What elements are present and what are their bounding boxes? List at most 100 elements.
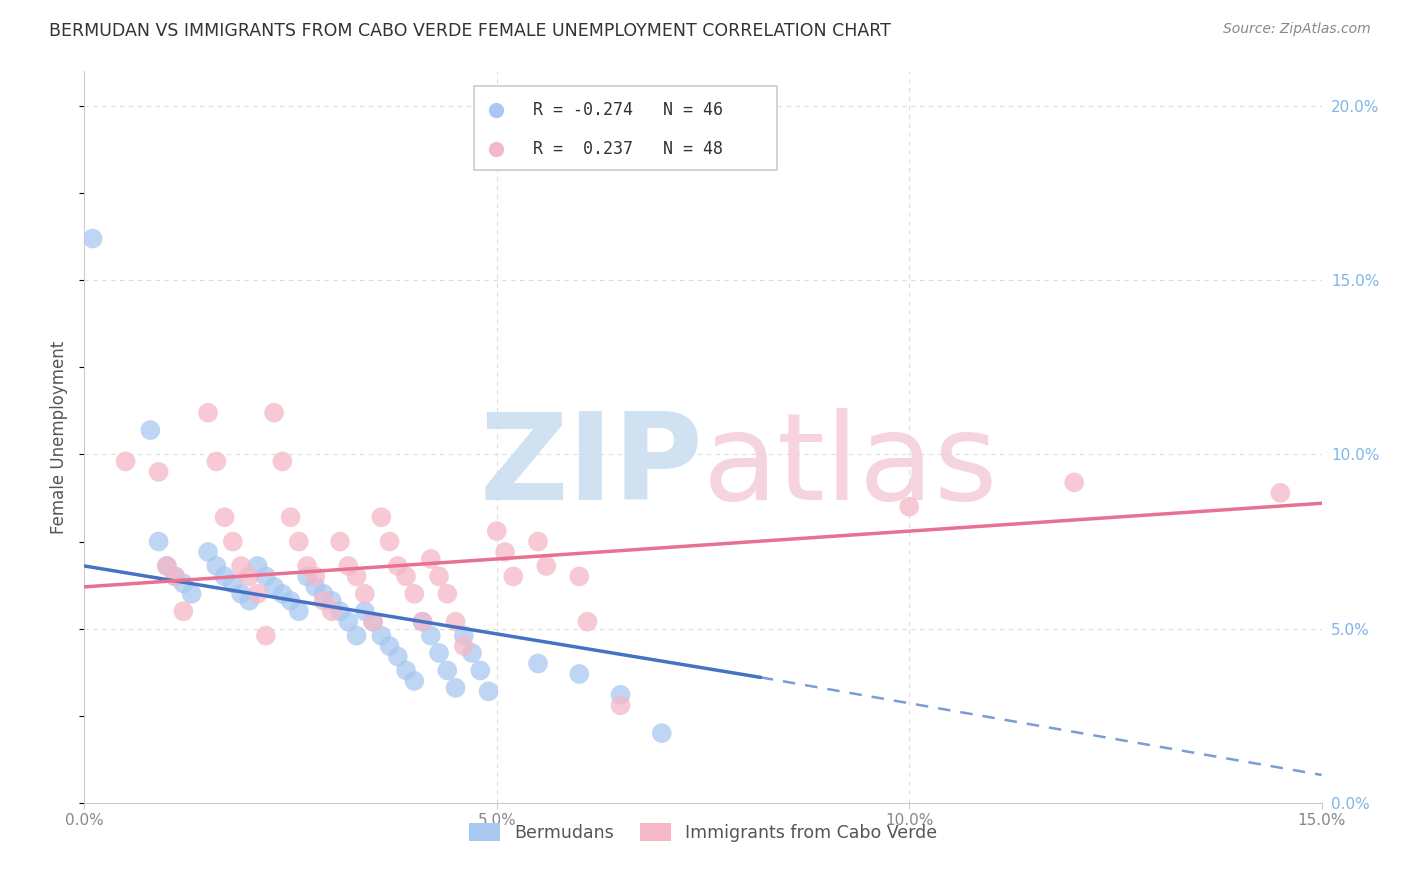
- Point: [148, 465, 170, 479]
- Point: [312, 594, 335, 608]
- Point: [172, 576, 194, 591]
- Point: [568, 667, 591, 681]
- Point: [378, 639, 401, 653]
- Text: R =  0.237   N = 48: R = 0.237 N = 48: [533, 140, 724, 158]
- Point: [387, 649, 409, 664]
- Point: [361, 615, 384, 629]
- Point: [378, 534, 401, 549]
- Point: [82, 231, 104, 245]
- Point: [609, 698, 631, 713]
- Point: [214, 510, 236, 524]
- Point: [337, 558, 360, 573]
- Point: [576, 615, 599, 629]
- FancyBboxPatch shape: [474, 86, 778, 170]
- Text: ZIP: ZIP: [479, 408, 703, 524]
- Point: [404, 673, 426, 688]
- Point: [419, 552, 441, 566]
- Y-axis label: Female Unemployment: Female Unemployment: [51, 341, 69, 533]
- Point: [312, 587, 335, 601]
- Point: [494, 545, 516, 559]
- Point: [485, 524, 508, 538]
- Point: [172, 604, 194, 618]
- Point: [254, 629, 277, 643]
- Point: [288, 534, 311, 549]
- Point: [222, 534, 245, 549]
- Point: [370, 629, 392, 643]
- Point: [254, 569, 277, 583]
- Text: Source: ZipAtlas.com: Source: ZipAtlas.com: [1223, 22, 1371, 37]
- Point: [609, 688, 631, 702]
- Point: [271, 454, 294, 468]
- Point: [197, 406, 219, 420]
- Point: [156, 558, 179, 573]
- Point: [395, 569, 418, 583]
- Point: [387, 558, 409, 573]
- Point: [461, 646, 484, 660]
- Point: [180, 587, 202, 601]
- Point: [453, 629, 475, 643]
- Point: [295, 558, 318, 573]
- Text: atlas: atlas: [703, 408, 998, 524]
- Point: [412, 615, 434, 629]
- Point: [436, 664, 458, 678]
- Point: [329, 604, 352, 618]
- Point: [205, 558, 228, 573]
- Point: [444, 681, 467, 695]
- Point: [165, 569, 187, 583]
- Point: [453, 639, 475, 653]
- Point: [1063, 475, 1085, 490]
- Point: [353, 604, 375, 618]
- Point: [321, 594, 343, 608]
- Point: [477, 684, 499, 698]
- Point: [527, 534, 550, 549]
- Point: [651, 726, 673, 740]
- Point: [502, 569, 524, 583]
- Point: [114, 454, 136, 468]
- Text: BERMUDAN VS IMMIGRANTS FROM CABO VERDE FEMALE UNEMPLOYMENT CORRELATION CHART: BERMUDAN VS IMMIGRANTS FROM CABO VERDE F…: [49, 22, 891, 40]
- Point: [1270, 485, 1292, 500]
- Point: [280, 510, 302, 524]
- Point: [404, 587, 426, 601]
- Point: [214, 569, 236, 583]
- Point: [246, 587, 269, 601]
- Point: [197, 545, 219, 559]
- Point: [337, 615, 360, 629]
- Point: [263, 580, 285, 594]
- Point: [280, 594, 302, 608]
- Point: [229, 587, 252, 601]
- Point: [346, 569, 368, 583]
- Point: [444, 615, 467, 629]
- Point: [527, 657, 550, 671]
- Point: [263, 406, 285, 420]
- Point: [427, 646, 450, 660]
- Point: [238, 594, 260, 608]
- Point: [470, 664, 492, 678]
- Point: [304, 580, 326, 594]
- Point: [412, 615, 434, 629]
- Point: [370, 510, 392, 524]
- Point: [156, 558, 179, 573]
- Point: [361, 615, 384, 629]
- Point: [238, 569, 260, 583]
- Point: [304, 569, 326, 583]
- Point: [568, 569, 591, 583]
- Point: [346, 629, 368, 643]
- Text: R = -0.274   N = 46: R = -0.274 N = 46: [533, 101, 724, 119]
- Point: [139, 423, 162, 437]
- Point: [271, 587, 294, 601]
- Point: [898, 500, 921, 514]
- Point: [353, 587, 375, 601]
- Point: [295, 569, 318, 583]
- Point: [536, 558, 558, 573]
- Point: [229, 558, 252, 573]
- Point: [165, 569, 187, 583]
- Point: [436, 587, 458, 601]
- Point: [246, 558, 269, 573]
- Point: [329, 534, 352, 549]
- Point: [321, 604, 343, 618]
- Point: [288, 604, 311, 618]
- Point: [148, 534, 170, 549]
- Point: [419, 629, 441, 643]
- Point: [205, 454, 228, 468]
- Point: [427, 569, 450, 583]
